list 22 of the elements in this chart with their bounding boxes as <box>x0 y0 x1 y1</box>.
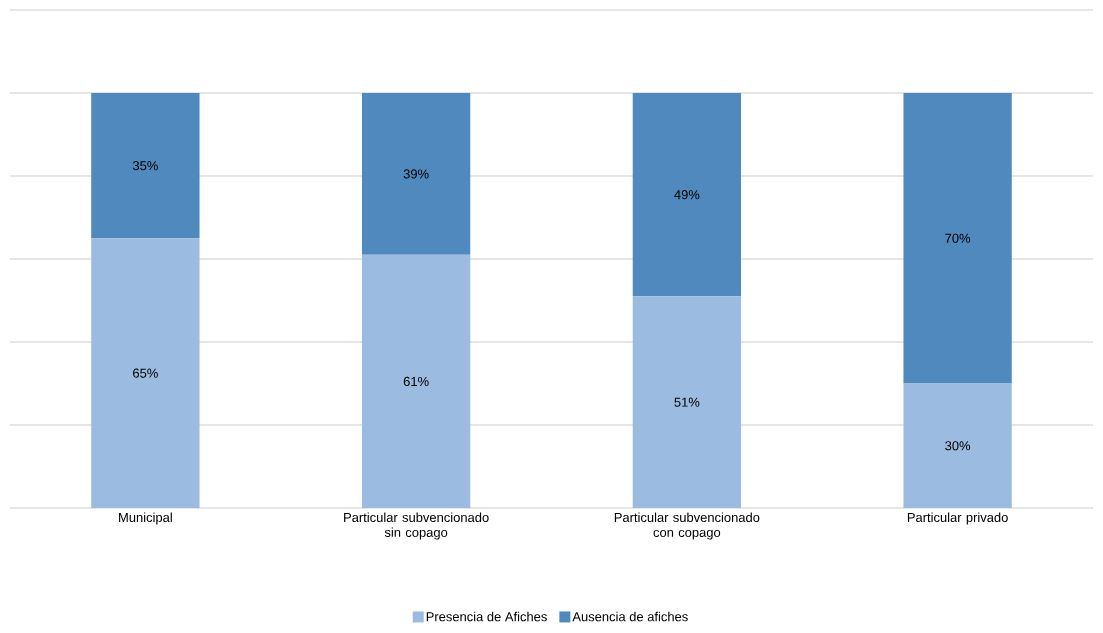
data-label: 30% <box>945 441 971 451</box>
bar <box>632 93 742 297</box>
x-tick-label: Municipal <box>119 512 172 525</box>
data-label: 49% <box>674 190 700 200</box>
bar <box>632 296 742 508</box>
legend-label: Ausencia de afiches <box>572 611 688 622</box>
data-label: 70% <box>945 233 971 243</box>
data-label: 35% <box>132 161 158 171</box>
bar <box>903 93 1012 384</box>
bar <box>361 254 471 508</box>
data-label: 65% <box>133 368 158 378</box>
bar <box>91 93 200 239</box>
data-label: 51% <box>674 397 700 407</box>
x-tick-label: Particular privado <box>907 512 1008 525</box>
data-label: 39% <box>403 169 429 179</box>
bar <box>91 238 200 508</box>
bar <box>903 383 1012 508</box>
x-tick-label: Particular subvencionado con copago <box>614 512 760 540</box>
x-tick-label: Particular subvencionado sin copago <box>344 512 489 540</box>
legend-label: Presencia de Afiches <box>426 611 547 622</box>
bar <box>361 93 471 255</box>
data-label: 61% <box>403 376 429 387</box>
